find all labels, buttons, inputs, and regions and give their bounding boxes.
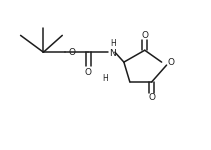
Text: H: H — [102, 74, 108, 83]
Text: N: N — [109, 49, 116, 58]
Text: O: O — [168, 58, 174, 67]
Text: O: O — [69, 48, 76, 57]
Text: H: H — [110, 39, 116, 48]
Text: O: O — [148, 93, 155, 102]
Text: O: O — [85, 68, 92, 76]
Text: O: O — [141, 31, 148, 40]
